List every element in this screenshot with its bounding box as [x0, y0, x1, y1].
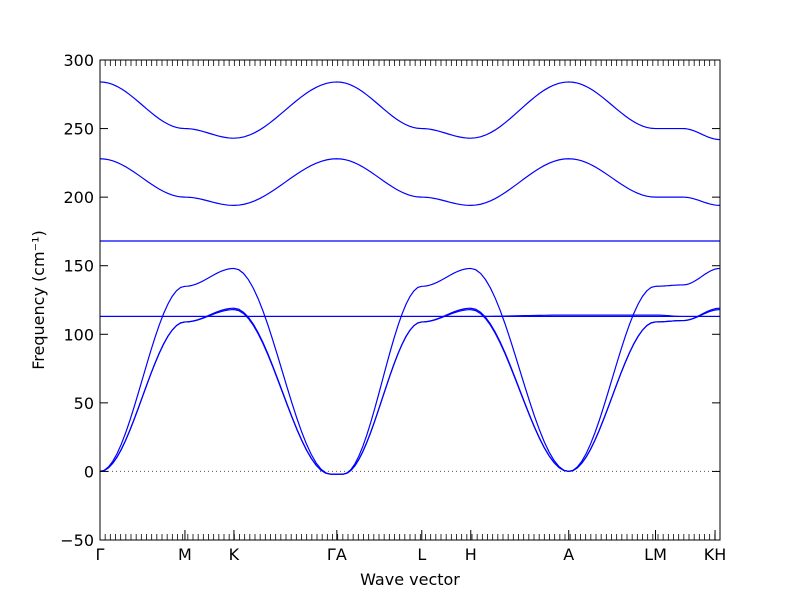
x-tick-label-7: A [563, 545, 574, 564]
x-axis-label: Wave vector [360, 570, 460, 589]
x-tick-label-6: H [465, 545, 477, 564]
x-tick-label-4: ΓA [327, 545, 347, 564]
x-tick-label-1: Γ [96, 545, 105, 564]
x-tick-label-9: KH [704, 545, 727, 564]
y-tick-label: 100 [63, 325, 94, 344]
series-line-4 [99, 267, 721, 475]
x-tick-label-8: LM [644, 545, 667, 564]
x-tick-label-3: K [229, 545, 240, 564]
x-tick-label-5: L [417, 545, 426, 564]
y-tick-label: 250 [63, 120, 94, 139]
series-line-8 [99, 314, 720, 318]
series-line-1 [99, 81, 721, 141]
series-line-2 [99, 158, 721, 206]
y-tick-label: 200 [63, 188, 94, 207]
y-tick-label: 0 [84, 462, 94, 481]
series-line-6 [99, 308, 721, 475]
y-tick-label: −50 [60, 531, 94, 550]
y-tick-label: 300 [63, 51, 94, 70]
plot-frame [99, 59, 721, 541]
x-tick-label-2: M [178, 545, 192, 564]
y-tick-label: 50 [74, 394, 94, 413]
y-tick-label: 150 [63, 257, 94, 276]
y-axis-label: Frequency (cm⁻¹) [29, 230, 48, 369]
